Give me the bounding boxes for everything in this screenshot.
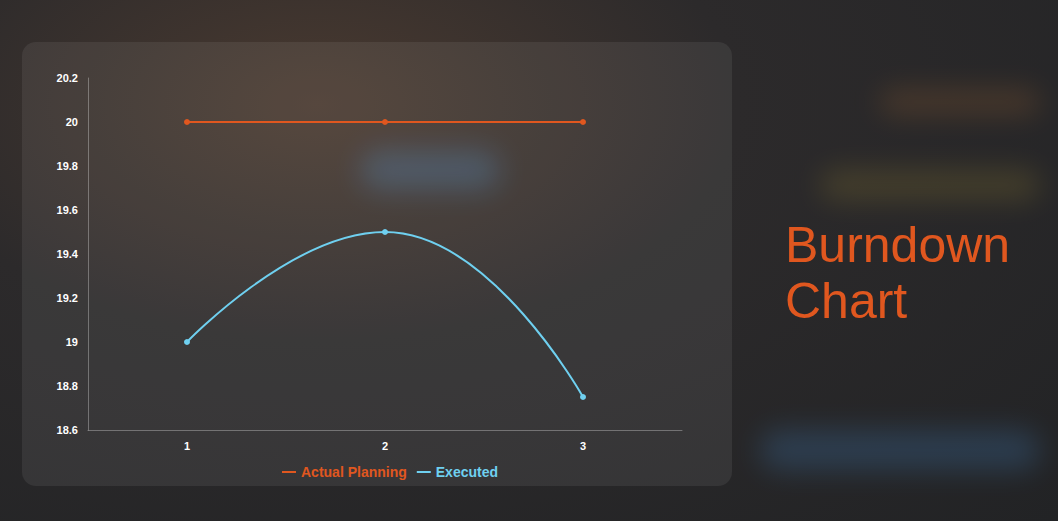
- svg-text:19.2: 19.2: [57, 292, 78, 304]
- svg-text:2: 2: [382, 440, 388, 452]
- svg-text:18.6: 18.6: [57, 424, 78, 436]
- svg-text:18.8: 18.8: [57, 380, 78, 392]
- svg-text:19: 19: [66, 336, 78, 348]
- svg-text:3: 3: [580, 440, 586, 452]
- svg-text:19.8: 19.8: [57, 160, 78, 172]
- svg-text:20.2: 20.2: [57, 72, 78, 84]
- svg-text:1: 1: [184, 440, 190, 452]
- svg-text:Chart: Chart: [785, 273, 907, 329]
- svg-text:19.6: 19.6: [57, 204, 78, 216]
- svg-text:Executed: Executed: [436, 464, 498, 480]
- svg-text:19.4: 19.4: [57, 248, 79, 260]
- svg-text:Burndown: Burndown: [785, 217, 1024, 273]
- svg-text:20: 20: [66, 116, 78, 128]
- svg-text:Actual Planning: Actual Planning: [301, 464, 407, 480]
